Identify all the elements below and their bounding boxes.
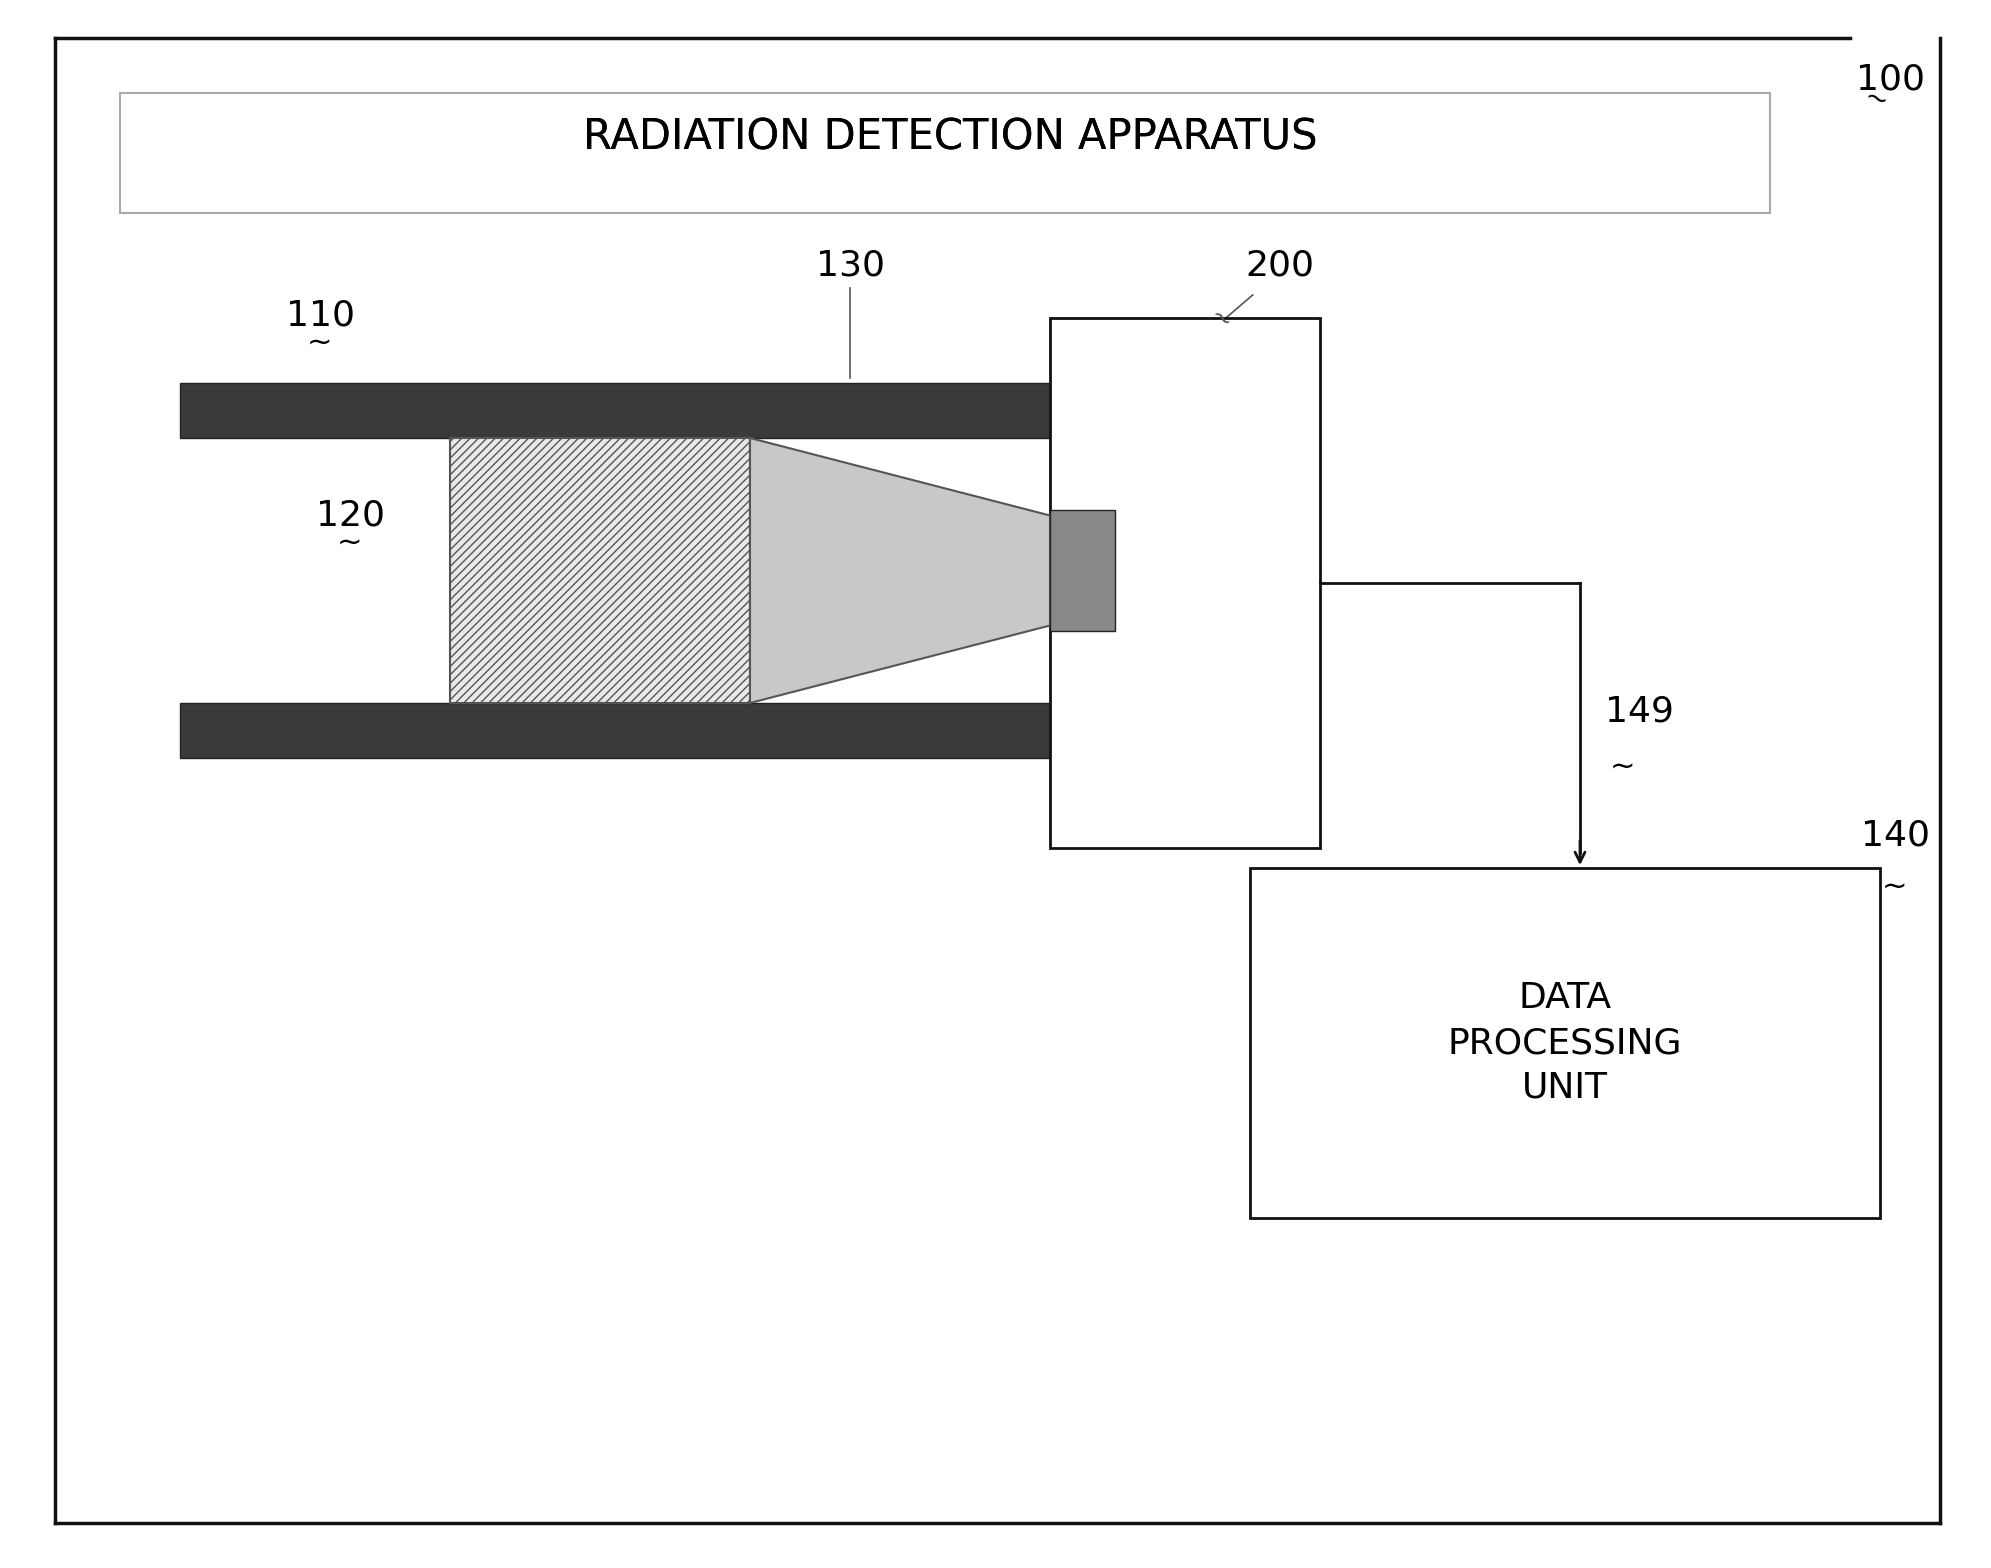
Bar [179,702,1220,757]
Bar [1250,869,1880,1218]
Bar [179,383,1220,437]
Text: 120: 120 [315,499,384,533]
Text: 149: 149 [1605,695,1674,728]
Text: 100: 100 [1856,63,1925,97]
Text: ~: ~ [1205,304,1236,336]
Text: 130: 130 [816,249,884,282]
Text: 200: 200 [1246,249,1314,282]
Bar [1049,511,1115,630]
Text: RADIATION DETECTION APPARATUS: RADIATION DETECTION APPARATUS [583,118,1318,158]
Bar [119,93,1770,213]
Text: ~: ~ [336,528,362,558]
Bar [450,437,751,702]
Text: 140: 140 [1862,818,1929,853]
Text: ~: ~ [1860,83,1891,118]
Text: RADIATION DETECTION APPARATUS: RADIATION DETECTION APPARATUS [583,118,1318,158]
Text: DATA
PROCESSING
UNIT: DATA PROCESSING UNIT [1447,982,1682,1105]
Polygon shape [751,437,1049,702]
Bar [1049,318,1320,848]
Text: ~: ~ [1881,873,1907,902]
Text: ~: ~ [1611,753,1635,782]
Text: ~: ~ [307,329,332,358]
Text: 110: 110 [285,299,354,332]
